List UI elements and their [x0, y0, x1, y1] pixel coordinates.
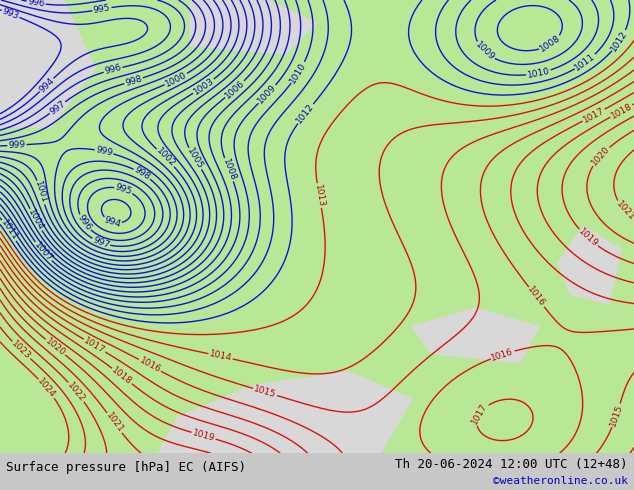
Text: 1017: 1017 — [82, 336, 107, 355]
Text: 1012: 1012 — [609, 29, 630, 53]
Text: 1017: 1017 — [581, 106, 606, 124]
Text: 994: 994 — [103, 215, 122, 229]
Text: 997: 997 — [91, 235, 111, 250]
Text: 996: 996 — [75, 213, 93, 232]
Text: 1018: 1018 — [110, 366, 134, 387]
Text: 1008: 1008 — [221, 157, 237, 182]
Polygon shape — [0, 0, 95, 127]
Polygon shape — [412, 308, 539, 363]
Text: 1016: 1016 — [490, 347, 515, 363]
Text: 1018: 1018 — [609, 101, 633, 121]
Text: 1016: 1016 — [138, 356, 162, 375]
Text: 1007: 1007 — [32, 240, 54, 263]
Text: 1010: 1010 — [288, 61, 308, 85]
Polygon shape — [0, 0, 634, 453]
Text: 1004: 1004 — [27, 208, 45, 232]
Text: 993: 993 — [1, 6, 20, 21]
Polygon shape — [558, 226, 621, 304]
Text: 1016: 1016 — [526, 285, 547, 309]
Text: 1013: 1013 — [313, 183, 326, 208]
Text: 1021: 1021 — [614, 199, 634, 222]
Text: 1008: 1008 — [538, 34, 562, 54]
Text: 1009: 1009 — [256, 83, 278, 106]
Text: 1022: 1022 — [66, 380, 87, 403]
Text: 995: 995 — [114, 182, 133, 196]
Text: 1003: 1003 — [191, 76, 216, 97]
Text: 1019: 1019 — [191, 428, 216, 443]
Text: 1011: 1011 — [573, 52, 597, 73]
Text: 998: 998 — [124, 74, 143, 88]
Text: 1002: 1002 — [154, 147, 177, 169]
Text: 1021: 1021 — [104, 411, 125, 435]
Text: 998: 998 — [133, 166, 152, 182]
Text: 996: 996 — [27, 0, 45, 9]
Text: 1010: 1010 — [526, 66, 551, 80]
Text: 995: 995 — [93, 3, 111, 15]
Text: 1017: 1017 — [470, 402, 489, 426]
Text: 1014: 1014 — [209, 349, 233, 363]
Text: Surface pressure [hPa] EC (AIFS): Surface pressure [hPa] EC (AIFS) — [6, 462, 247, 474]
Text: 1012: 1012 — [295, 102, 316, 125]
Text: 1019: 1019 — [576, 227, 600, 249]
Text: 994: 994 — [37, 76, 56, 94]
Text: 1011: 1011 — [0, 219, 19, 243]
Text: ©weatheronline.co.uk: ©weatheronline.co.uk — [493, 476, 628, 486]
Polygon shape — [190, 0, 317, 54]
Text: 1024: 1024 — [36, 377, 58, 400]
Text: 1001: 1001 — [33, 180, 49, 205]
Text: 999: 999 — [8, 140, 26, 150]
Text: 1005: 1005 — [185, 147, 205, 171]
Text: 1015: 1015 — [609, 403, 624, 428]
Text: 1020: 1020 — [590, 145, 611, 168]
Polygon shape — [158, 371, 412, 453]
Text: 1009: 1009 — [473, 40, 496, 63]
Text: 1015: 1015 — [253, 384, 277, 399]
Text: 1023: 1023 — [10, 339, 33, 361]
Text: 996: 996 — [103, 63, 122, 76]
Text: Th 20-06-2024 12:00 UTC (12+48): Th 20-06-2024 12:00 UTC (12+48) — [395, 458, 628, 471]
Text: 997: 997 — [48, 99, 67, 117]
Text: 1000: 1000 — [164, 70, 188, 89]
Text: 1020: 1020 — [44, 337, 67, 358]
Text: 999: 999 — [94, 146, 113, 158]
Text: 1006: 1006 — [223, 78, 246, 100]
